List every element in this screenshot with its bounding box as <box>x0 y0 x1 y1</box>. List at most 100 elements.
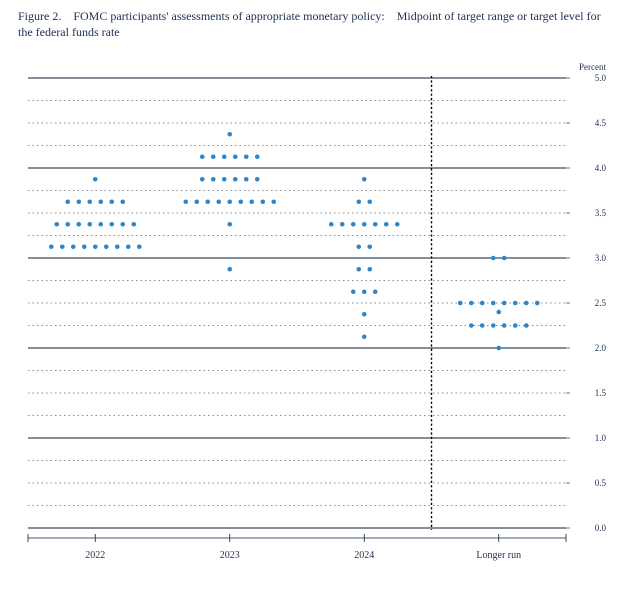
projection-dot <box>329 222 334 227</box>
projection-dot <box>480 323 485 328</box>
projection-dot <box>60 244 65 249</box>
projection-dot <box>222 154 227 159</box>
projection-dot <box>227 132 232 137</box>
projection-dot <box>491 256 496 261</box>
x-category-label: 2022 <box>85 550 105 561</box>
projection-dot <box>502 323 507 328</box>
y-tick-label: 4.5 <box>595 118 607 128</box>
projection-dot <box>233 154 238 159</box>
projection-dot <box>496 346 501 351</box>
dot-plot-chart: Percent0.00.51.01.52.02.53.03.54.04.55.0… <box>18 56 612 566</box>
projection-dot <box>244 177 249 182</box>
projection-dot <box>513 301 518 306</box>
y-tick-label: 1.0 <box>595 433 607 443</box>
projection-dot <box>367 199 372 204</box>
y-tick-label: 5.0 <box>595 73 607 83</box>
projection-dot <box>76 199 81 204</box>
projection-dot <box>367 244 372 249</box>
projection-dot <box>87 199 92 204</box>
projection-dot <box>104 244 109 249</box>
projection-dot <box>227 222 232 227</box>
y-tick-label: 2.5 <box>595 298 607 308</box>
projection-dot <box>76 222 81 227</box>
projection-dot <box>535 301 540 306</box>
projection-dot <box>194 199 199 204</box>
projection-dot <box>491 323 496 328</box>
projection-dot <box>65 199 70 204</box>
projection-dot <box>502 256 507 261</box>
projection-dot <box>458 301 463 306</box>
y-tick-label: 0.5 <box>595 478 607 488</box>
projection-dot <box>356 244 361 249</box>
projection-dot <box>233 177 238 182</box>
projection-dot <box>373 289 378 294</box>
figure-container: { "title": "Figure 2.\u2003FOMC particip… <box>0 0 630 589</box>
figure-title: Figure 2. FOMC participants' assessments… <box>18 8 608 40</box>
projection-dot <box>340 222 345 227</box>
projection-dot <box>93 244 98 249</box>
projection-dot <box>356 199 361 204</box>
projection-dot <box>249 199 254 204</box>
y-tick-label: 3.0 <box>595 253 607 263</box>
projection-dot <box>238 199 243 204</box>
projection-dot <box>502 301 507 306</box>
projection-dot <box>222 177 227 182</box>
projection-dot <box>362 334 367 339</box>
projection-dot <box>524 323 529 328</box>
projection-dot <box>200 177 205 182</box>
projection-dot <box>469 301 474 306</box>
projection-dot <box>362 312 367 317</box>
x-category-label: 2023 <box>220 550 240 561</box>
projection-dot <box>362 222 367 227</box>
projection-dot <box>131 222 136 227</box>
y-tick-label: 0.0 <box>595 523 607 533</box>
projection-dot <box>93 177 98 182</box>
projection-dot <box>98 199 103 204</box>
projection-dot <box>211 154 216 159</box>
projection-dot <box>362 289 367 294</box>
chart-svg: Percent0.00.51.01.52.02.53.03.54.04.55.0… <box>18 56 612 566</box>
projection-dot <box>183 199 188 204</box>
projection-dot <box>227 267 232 272</box>
projection-dot <box>524 301 529 306</box>
projection-dot <box>200 154 205 159</box>
projection-dot <box>82 244 87 249</box>
projection-dot <box>120 222 125 227</box>
projection-dot <box>260 199 265 204</box>
projection-dot <box>109 199 114 204</box>
projection-dot <box>71 244 76 249</box>
projection-dot <box>351 222 356 227</box>
projection-dot <box>491 301 496 306</box>
projection-dot <box>373 222 378 227</box>
projection-dot <box>115 244 120 249</box>
projection-dot <box>384 222 389 227</box>
x-category-label: 2024 <box>354 550 374 561</box>
projection-dot <box>126 244 131 249</box>
projection-dot <box>480 301 485 306</box>
projection-dot <box>255 177 260 182</box>
projection-dot <box>211 177 216 182</box>
projection-dot <box>351 289 356 294</box>
projection-dot <box>227 199 232 204</box>
projection-dot <box>244 154 249 159</box>
projection-dot <box>49 244 54 249</box>
projection-dot <box>395 222 400 227</box>
y-tick-label: 1.5 <box>595 388 607 398</box>
y-tick-label: 3.5 <box>595 208 607 218</box>
projection-dot <box>98 222 103 227</box>
projection-dot <box>255 154 260 159</box>
projection-dot <box>87 222 92 227</box>
projection-dot <box>65 222 70 227</box>
projection-dot <box>109 222 114 227</box>
projection-dot <box>216 199 221 204</box>
projection-dot <box>356 267 361 272</box>
y-unit-label: Percent <box>579 62 606 72</box>
projection-dot <box>271 199 276 204</box>
projection-dot <box>205 199 210 204</box>
projection-dot <box>496 310 501 315</box>
projection-dot <box>362 177 367 182</box>
projection-dot <box>120 199 125 204</box>
projection-dot <box>513 323 518 328</box>
y-tick-label: 4.0 <box>595 163 607 173</box>
projection-dot <box>469 323 474 328</box>
